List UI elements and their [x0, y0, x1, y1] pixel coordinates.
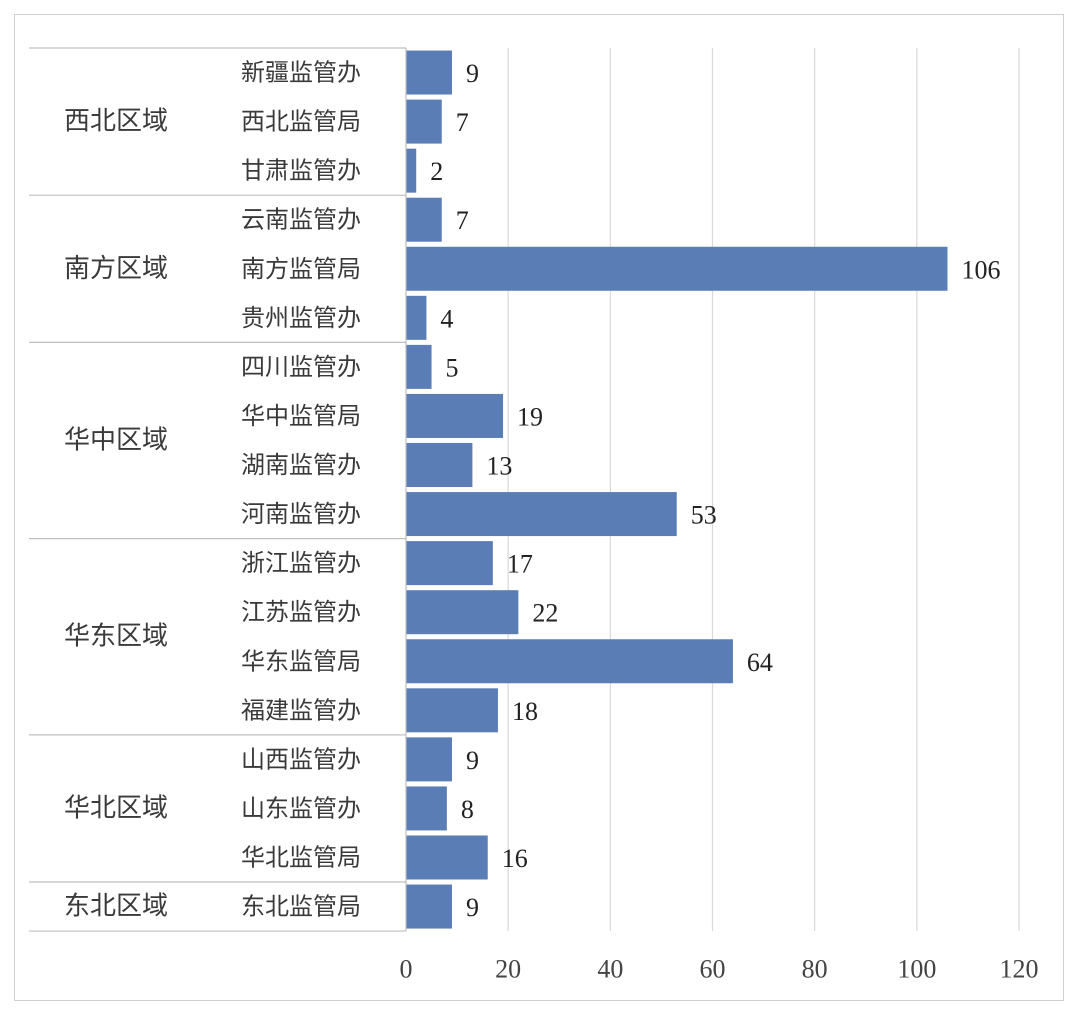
x-tick-label: 60 — [700, 955, 726, 984]
data-label: 18 — [512, 697, 538, 726]
data-label: 53 — [691, 501, 717, 530]
x-tick-label: 80 — [802, 955, 828, 984]
category-label: 福建监管办 — [241, 696, 361, 724]
x-tick-label: 120 — [1000, 955, 1039, 984]
bar — [406, 344, 432, 389]
data-label: 106 — [961, 255, 1000, 284]
x-tick-label: 0 — [400, 955, 413, 984]
category-label: 浙江监管办 — [241, 549, 361, 577]
bar — [406, 884, 452, 929]
category-label: 湖南监管办 — [241, 451, 361, 479]
category-label: 南方监管局 — [241, 255, 361, 283]
data-label: 9 — [466, 746, 479, 775]
data-label: 22 — [532, 599, 558, 628]
category-label: 山东监管办 — [241, 794, 361, 822]
category-label: 甘肃监管办 — [241, 157, 361, 185]
data-label: 9 — [466, 893, 479, 922]
bar — [406, 688, 498, 733]
group-label: 南方区域 — [64, 254, 168, 284]
bar — [406, 148, 417, 193]
bar — [406, 50, 452, 95]
category-label: 贵州监管办 — [241, 304, 361, 332]
bar — [406, 541, 493, 586]
bar — [406, 786, 447, 831]
category-label: 新疆监管办 — [241, 59, 361, 87]
category-label: 西北监管局 — [241, 108, 361, 136]
data-label: 5 — [446, 353, 459, 382]
bar — [406, 197, 442, 242]
group-label: 华中区域 — [64, 425, 168, 455]
category-label: 云南监管办 — [241, 206, 361, 234]
x-tick-label: 20 — [495, 955, 521, 984]
bar — [406, 590, 519, 635]
group-label: 华北区域 — [64, 793, 168, 823]
bar — [406, 295, 427, 340]
data-label: 64 — [747, 648, 773, 677]
bar — [406, 99, 442, 144]
data-label: 19 — [517, 402, 543, 431]
data-label: 13 — [486, 452, 512, 481]
bar — [406, 737, 452, 782]
data-label: 8 — [461, 795, 474, 824]
data-label: 7 — [456, 206, 469, 235]
bar — [406, 639, 733, 684]
data-label: 16 — [502, 844, 528, 873]
bar — [406, 492, 677, 537]
bar — [406, 835, 488, 880]
x-tick-label: 100 — [897, 955, 936, 984]
category-label: 华北监管局 — [241, 843, 361, 871]
category-label: 华东监管局 — [241, 647, 361, 675]
bar — [406, 393, 504, 438]
group-label: 华东区域 — [64, 622, 168, 652]
chart-frame: 新疆监管办 9 西北监管局 7 甘肃监管办 2 西北区域云南监管办 7 南方监管局 106 贵州监管… — [14, 14, 1064, 1001]
category-label: 华中监管局 — [241, 402, 361, 430]
data-label: 17 — [507, 550, 533, 579]
bar — [406, 246, 948, 291]
category-label: 东北监管局 — [241, 893, 361, 921]
group-label: 东北区域 — [64, 892, 168, 922]
data-label: 7 — [456, 108, 469, 137]
x-tick-label: 40 — [597, 955, 623, 984]
group-label: 西北区域 — [64, 107, 168, 137]
data-label: 4 — [440, 304, 453, 333]
data-label: 9 — [466, 59, 479, 88]
bar — [406, 443, 473, 488]
category-label: 河南监管办 — [241, 500, 361, 528]
category-label: 四川监管办 — [241, 353, 361, 381]
category-label: 山西监管办 — [241, 745, 361, 773]
data-label: 2 — [430, 157, 443, 186]
category-label: 江苏监管办 — [241, 598, 361, 626]
